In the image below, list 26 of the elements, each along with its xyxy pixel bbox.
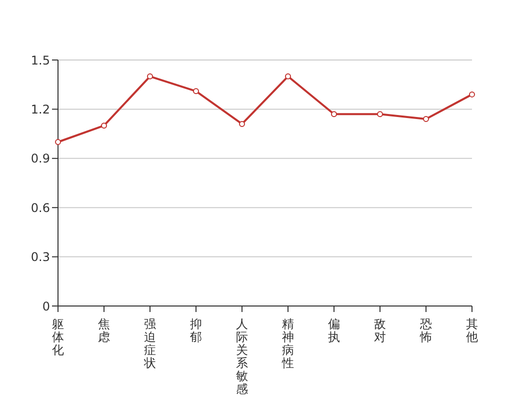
x-tick-label: 躯体化 xyxy=(52,317,64,357)
y-tick-label: 1.5 xyxy=(30,53,50,68)
point xyxy=(377,111,383,118)
point xyxy=(147,73,153,80)
point xyxy=(193,88,199,94)
x-tick-label: 焦虑 xyxy=(98,317,110,344)
point xyxy=(285,73,291,80)
y-tick-label: 0.3 xyxy=(30,250,50,264)
y-tick-label: 1.2 xyxy=(30,102,50,116)
point xyxy=(239,120,245,127)
point xyxy=(101,122,107,129)
point xyxy=(423,116,429,122)
x-tick-label: 恐怖 xyxy=(419,317,432,344)
y-tick-label: 0 xyxy=(42,299,50,314)
x-tick-label: 抑郁 xyxy=(190,317,202,344)
x-tick-label: 强迫症状 xyxy=(143,317,156,370)
x-tick-label: 敌对 xyxy=(374,317,386,344)
y-tick-label: 0.9 xyxy=(30,152,50,166)
x-tick-label: 其他 xyxy=(466,317,478,344)
point xyxy=(55,139,61,145)
point xyxy=(331,111,337,118)
point xyxy=(469,91,475,98)
x-tick-label: 偏执 xyxy=(328,317,340,344)
y-tick-label: 0.6 xyxy=(30,200,50,215)
x-tick-label: 人际关系敏感 xyxy=(236,317,248,396)
x-tick-label: 精神病性 xyxy=(281,317,294,370)
